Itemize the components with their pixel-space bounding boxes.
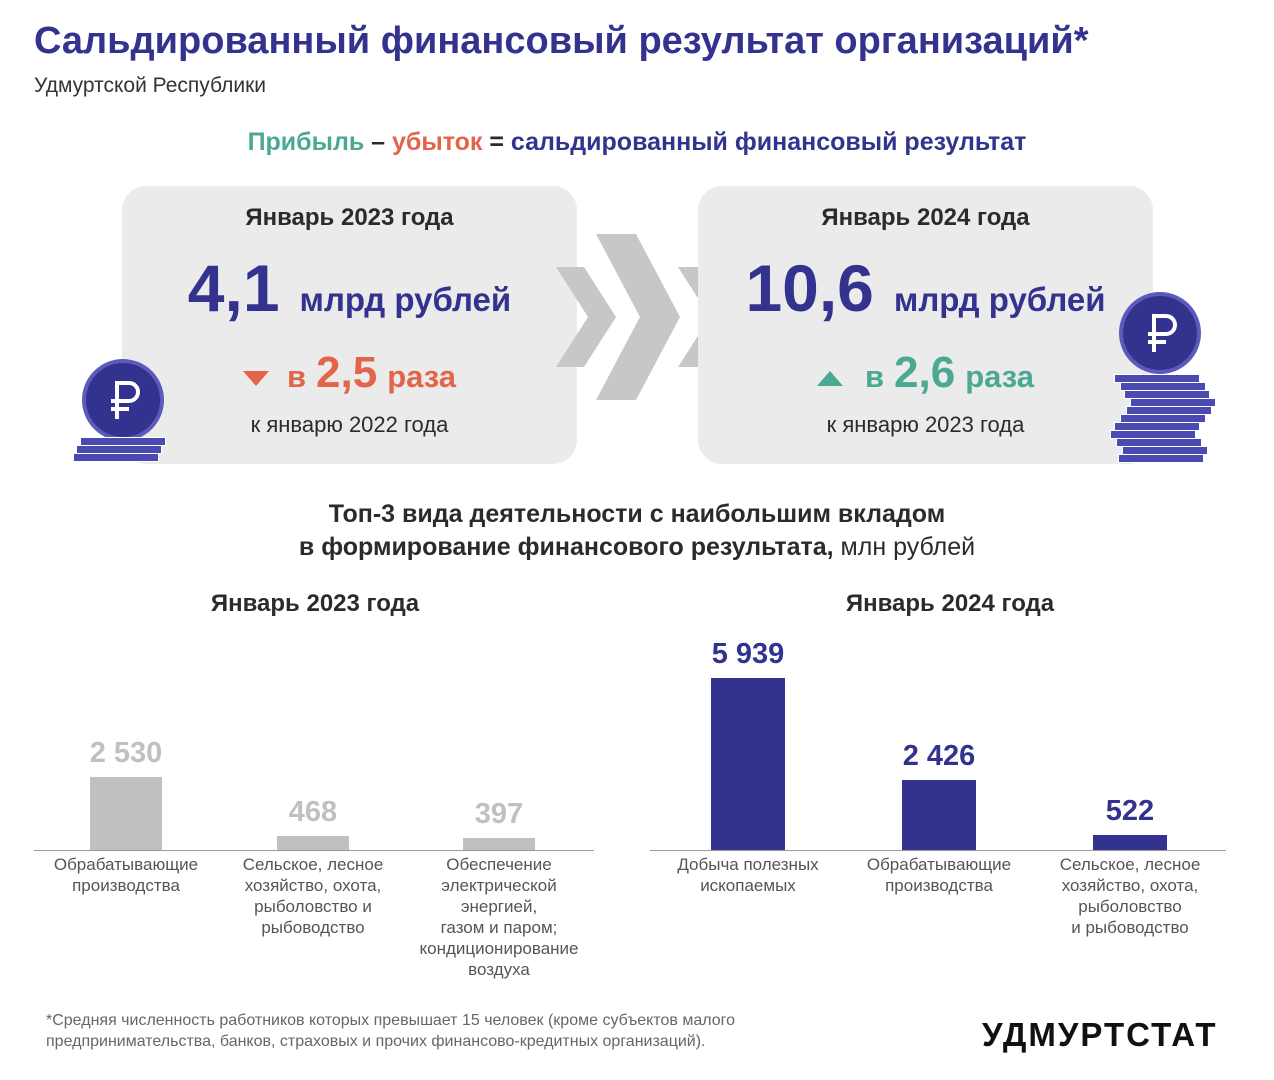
- change-suffix: раза: [387, 359, 457, 394]
- section-title-line1: Топ-3 вида деятельности с наибольшим вкл…: [328, 500, 946, 528]
- card-comparison: к январю 2023 года: [826, 412, 1025, 437]
- formula-equals: =: [482, 128, 511, 156]
- category-label-line: Сельское, лесное: [1059, 855, 1201, 874]
- card-value-line: 4,1 млрд рублей: [122, 250, 577, 326]
- bar-value-label: 397: [474, 798, 524, 831]
- card-comparison: к январю 2022 года: [250, 412, 449, 437]
- category-label-line: Обрабатывающие: [866, 855, 1012, 874]
- formula-result: сальдированный финансовый результат: [510, 128, 1027, 156]
- category-label-line: газом и паром;: [440, 918, 558, 937]
- card-unit: млрд рублей: [893, 281, 1106, 318]
- category-label-line: рыболовство: [1078, 897, 1182, 916]
- chart-title: Январь 2023 года: [210, 590, 420, 617]
- category-label-line: рыбоводство: [261, 918, 365, 937]
- category-label: Добыча полезных ископаемых: [653, 854, 843, 896]
- chart-baseline: [34, 850, 594, 851]
- category-label-line: и рыбоводство: [1071, 918, 1189, 937]
- bar-value-label: 5 939: [711, 637, 785, 670]
- bar-value-label: 522: [1105, 794, 1155, 827]
- brand-logo: УДМУРТСТАТ: [982, 1016, 1218, 1053]
- change-prefix: в: [286, 359, 307, 394]
- category-label-line: воздуха: [468, 960, 530, 979]
- card-value-line: 10,6 млрд рублей: [698, 250, 1153, 326]
- card-unit: млрд рублей: [299, 281, 512, 318]
- footnote: *Средняя численность работников которых …: [46, 1010, 846, 1052]
- category-label: Обеспечение электрической энергией, газом и…: [404, 854, 594, 980]
- bar-value-label: 2 530: [89, 736, 163, 769]
- formula: Прибыль – убыток = сальдированный финанс…: [0, 128, 1274, 157]
- section-title: Топ-3 вида деятельности с наибольшим вкл…: [0, 498, 1274, 564]
- chart-baseline: [650, 850, 1226, 851]
- category-label: Сельское, лесное хозяйство, охота, рыболов…: [218, 854, 408, 938]
- section-unit: млн рублей: [833, 533, 976, 561]
- category-label-line: производства: [885, 876, 993, 895]
- bar: [90, 776, 162, 850]
- card-value: 4,1: [187, 251, 280, 325]
- change-prefix: в: [864, 359, 885, 394]
- change-suffix: раза: [965, 359, 1035, 394]
- card-value: 10,6: [745, 251, 874, 325]
- card-period: Январь 2023 года: [245, 204, 454, 231]
- formula-minus: –: [364, 128, 393, 156]
- category-label-line: кондиционирование: [419, 939, 579, 958]
- page-title: Сальдированный финансовый результат орга…: [34, 20, 1089, 62]
- category-label: Обрабатывающие производства: [844, 854, 1034, 896]
- category-label-line: энергией,: [460, 897, 538, 916]
- section-title-line2-wrap: в формирование финансового результата, м…: [0, 531, 1274, 564]
- change-value: 2,5: [316, 348, 378, 397]
- category-label-line: ископаемых: [700, 876, 796, 895]
- bar: [1093, 834, 1167, 850]
- category-label-line: производства: [72, 876, 180, 895]
- footnote-line: предпринимательства, банков, страховых и…: [46, 1033, 706, 1050]
- bar-value-label: 2 426: [902, 739, 976, 772]
- footnote-line: *Средняя численность работников которых …: [46, 1012, 736, 1029]
- category-label-line: Сельское, лесное: [242, 855, 384, 874]
- increase-triangle-icon: [816, 371, 843, 387]
- bar: [711, 677, 785, 850]
- category-label: Обрабатывающие производства: [31, 854, 221, 896]
- ruble-coin-icon: [82, 359, 164, 441]
- bar-value-label: 468: [288, 796, 338, 829]
- category-label-line: Обеспечение: [446, 855, 552, 874]
- category-label: Сельское, лесное хозяйство, охота, рыболов…: [1035, 854, 1225, 938]
- formula-loss: убыток: [392, 128, 483, 156]
- category-label-line: хозяйство, охота,: [1061, 876, 1199, 895]
- category-label-line: хозяйство, охота,: [244, 876, 382, 895]
- card-change: в 2,6 раза: [698, 348, 1153, 398]
- bar: [463, 838, 535, 850]
- chart-title: Январь 2024 года: [845, 590, 1055, 617]
- bar: [277, 836, 349, 850]
- category-label-line: электрической: [441, 876, 557, 895]
- category-label-line: рыболовство и: [254, 897, 372, 916]
- page-subtitle: Удмуртской Республики: [34, 74, 267, 97]
- bar: [902, 779, 976, 850]
- formula-profit: Прибыль: [247, 128, 365, 156]
- card-jan-2024: Январь 2024 года 10,6 млрд рублей в 2,6 раз…: [698, 186, 1153, 464]
- decrease-triangle-icon: [242, 371, 269, 387]
- card-jan-2023: Январь 2023 года 4,1 млрд рублей в 2,5 раза…: [122, 186, 577, 464]
- section-title-line2: в формирование финансового результата,: [298, 533, 834, 561]
- category-label-line: Обрабатывающие: [53, 855, 199, 874]
- card-period: Январь 2024 года: [821, 204, 1030, 231]
- ruble-coin-icon: [1119, 292, 1201, 374]
- category-label-line: Добыча полезных: [677, 855, 819, 874]
- card-change: в 2,5 раза: [122, 348, 577, 398]
- change-value: 2,6: [894, 348, 956, 397]
